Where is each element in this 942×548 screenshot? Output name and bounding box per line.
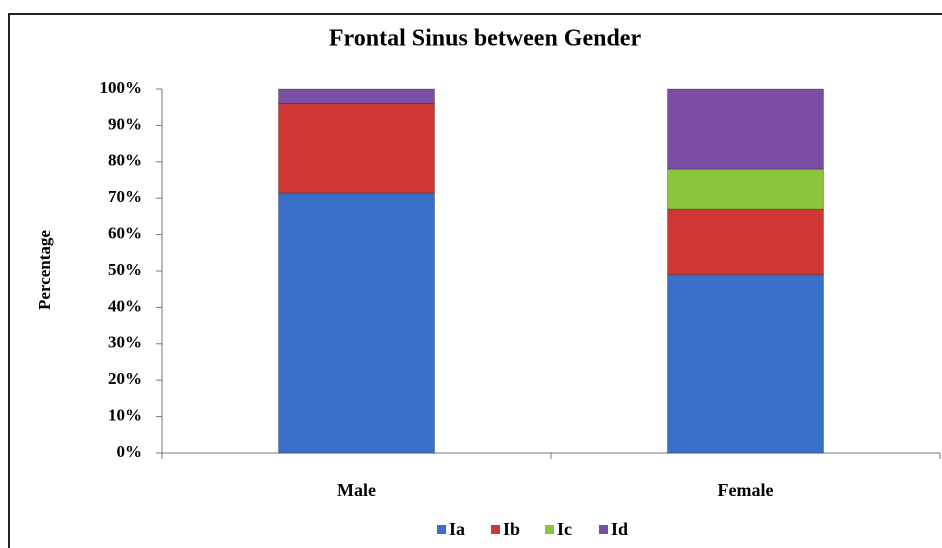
y-tick-label: 30% (108, 333, 142, 352)
chart-title: Frontal Sinus between Gender (329, 26, 642, 52)
legend-label: Ic (557, 519, 572, 539)
y-tick-label: 10% (108, 406, 142, 425)
y-tick-label: 70% (108, 187, 142, 206)
x-tick-label: Female (718, 480, 774, 500)
bar-segment (278, 88, 435, 105)
y-tick-label: 40% (108, 296, 142, 315)
bar-segment (278, 192, 435, 454)
y-tick-label: 80% (108, 151, 142, 170)
legend-swatch (437, 525, 446, 534)
y-tick-label: 0% (117, 442, 143, 461)
bar-segment (667, 274, 824, 454)
legend-swatch (599, 525, 608, 534)
legend-label: Ia (449, 519, 465, 539)
legend-label: Id (611, 519, 628, 539)
y-tick-label: 60% (108, 224, 142, 243)
bar-segment (667, 168, 824, 210)
legend-swatch (491, 525, 500, 534)
legend-swatch (545, 525, 554, 534)
y-axis-label: Percentage (35, 230, 54, 310)
y-tick-label: 100% (100, 78, 143, 97)
legend-label: Ib (503, 519, 520, 539)
y-tick-label: 20% (108, 369, 142, 388)
bar-segment (667, 208, 824, 276)
y-tick-label: 50% (108, 260, 142, 279)
y-tick-label: 90% (108, 114, 142, 133)
bar-segment (278, 103, 435, 194)
x-tick-label: Male (337, 480, 376, 500)
bar-segment (667, 88, 824, 170)
